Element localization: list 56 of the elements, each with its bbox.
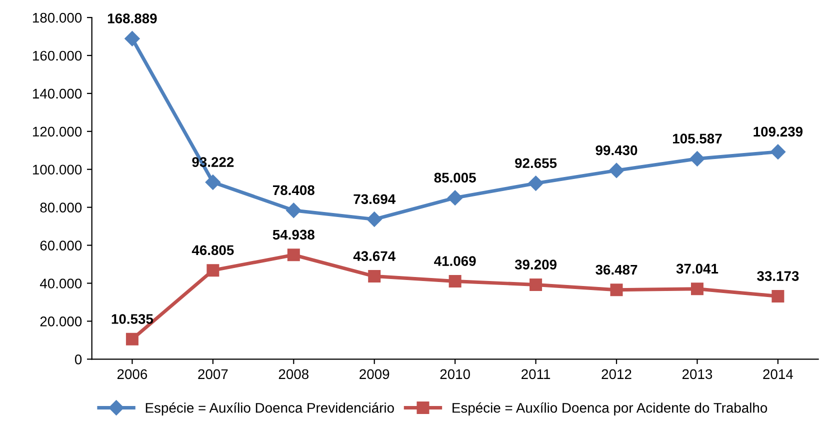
point (448, 190, 463, 206)
x-tick-label: 2012 (602, 369, 632, 380)
x-tick-label: 2007 (198, 369, 228, 380)
point (124, 31, 140, 46)
data-label: 78.408 (273, 185, 314, 196)
y-tick-label: 120.000 (32, 126, 82, 137)
point (770, 144, 786, 160)
point (206, 264, 220, 277)
data-label: 73.694 (354, 194, 396, 204)
x-tick-label: 2008 (278, 369, 308, 380)
data-label: 168.889 (108, 14, 157, 24)
point (530, 278, 542, 291)
y-tick-label: 60.000 (40, 240, 82, 250)
data-label: 37.041 (676, 264, 718, 274)
y-tick-label: 80.000 (40, 202, 82, 212)
point (690, 151, 705, 166)
data-label: 43.674 (353, 251, 396, 262)
point (126, 332, 138, 346)
y-tick-label: 40.000 (40, 278, 82, 288)
x-tick-label: 2011 (522, 369, 550, 380)
point (366, 212, 382, 227)
data-label: 105.587 (673, 134, 722, 144)
point (368, 270, 381, 283)
x-tick-label: 2013 (682, 369, 712, 380)
y-tick-label: 0 (74, 354, 82, 364)
y-tick-label: 20.000 (40, 316, 82, 326)
point (286, 202, 302, 218)
point (287, 248, 300, 262)
data-label: 36.487 (596, 264, 638, 275)
point (205, 174, 220, 190)
y-tick-label: 180.000 (32, 12, 82, 23)
data-label: 109.239 (754, 126, 803, 137)
x-tick-label: 2006 (117, 369, 148, 380)
data-label: 10.535 (112, 314, 154, 324)
data-label: 85.005 (434, 172, 476, 183)
x-tick-label: 2009 (360, 369, 390, 380)
data-label: 33.173 (757, 271, 799, 281)
y-tick-label: 160.000 (32, 50, 82, 61)
data-label: 46.805 (192, 245, 234, 256)
point (610, 284, 623, 296)
point (448, 274, 462, 288)
point (690, 282, 704, 296)
data-label: 92.655 (515, 158, 557, 168)
data-label: 99.430 (596, 145, 638, 156)
data-label: 54.938 (272, 230, 314, 240)
point (608, 162, 624, 178)
point (528, 176, 544, 191)
y-tick-label: 140.000 (32, 88, 82, 99)
legend-label: Espécie = Auxílio Doenca Previdenciário (146, 402, 394, 416)
y-tick-label: 100.000 (32, 164, 82, 175)
data-label: 41.069 (434, 256, 476, 266)
legend-label: Espécie = Auxílio Doenca por Acidente do Trabalho (452, 402, 768, 416)
x-tick-label: 2014 (763, 369, 793, 380)
x-tick-label: 2010 (440, 369, 470, 380)
data-label: 39.209 (514, 260, 557, 270)
point (772, 290, 784, 302)
